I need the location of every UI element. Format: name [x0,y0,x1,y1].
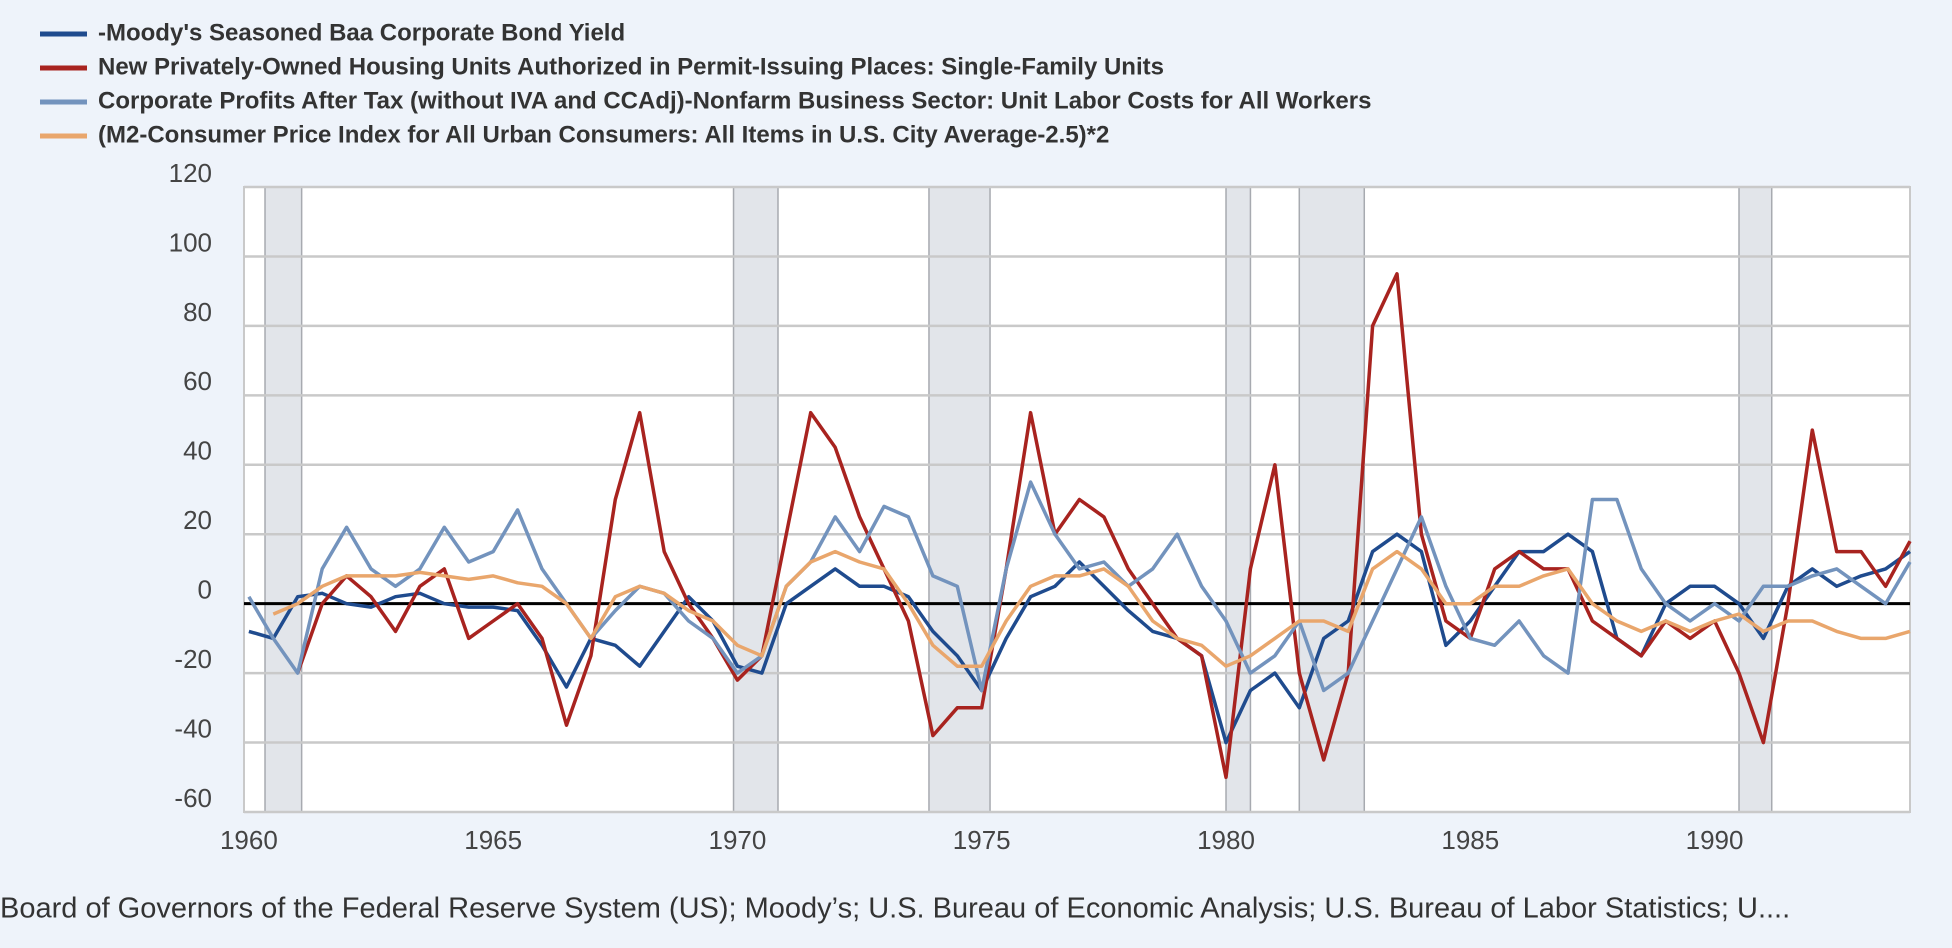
y-tick-label: 20 [183,505,212,535]
plot-area [244,187,1910,812]
recession-band [264,186,303,813]
x-tick-label: 1980 [1197,825,1255,855]
y-tick-label: -40 [174,713,212,743]
legend-label: Corporate Profits After Tax (without IVA… [98,87,1371,114]
y-tick-label: 80 [183,297,212,327]
y-tick-label: 60 [183,366,212,396]
legend-label: (M2-Consumer Price Index for All Urban C… [98,121,1109,148]
x-tick-label: 1960 [220,825,278,855]
x-tick-label: 1975 [953,825,1011,855]
x-tick-label: 1990 [1686,825,1744,855]
x-tick-label: 1970 [709,825,767,855]
recession-band [1225,186,1252,813]
source-note: Board of Governors of the Federal Reserv… [0,893,1790,925]
legend-label: -Moody's Seasoned Baa Corporate Bond Yie… [98,19,625,46]
y-tick-label: -20 [174,644,212,674]
y-tick-label: 120 [169,158,212,188]
series-line [247,480,1912,693]
series-line [272,549,1911,668]
series-line [296,272,1912,780]
x-tick-label: 1965 [464,825,522,855]
recession-band [1738,186,1773,813]
recession-band [928,186,991,813]
y-tick-label: 0 [198,575,212,605]
recession-band [732,186,779,813]
y-tick-label: 40 [183,436,212,466]
y-tick-label: 100 [169,227,212,257]
y-tick-label: -60 [174,783,212,813]
x-tick-label: 1985 [1441,825,1499,855]
recession-band [1298,186,1366,813]
plot-border [243,186,1911,813]
legend-label: New Privately-Owned Housing Units Author… [98,53,1164,80]
